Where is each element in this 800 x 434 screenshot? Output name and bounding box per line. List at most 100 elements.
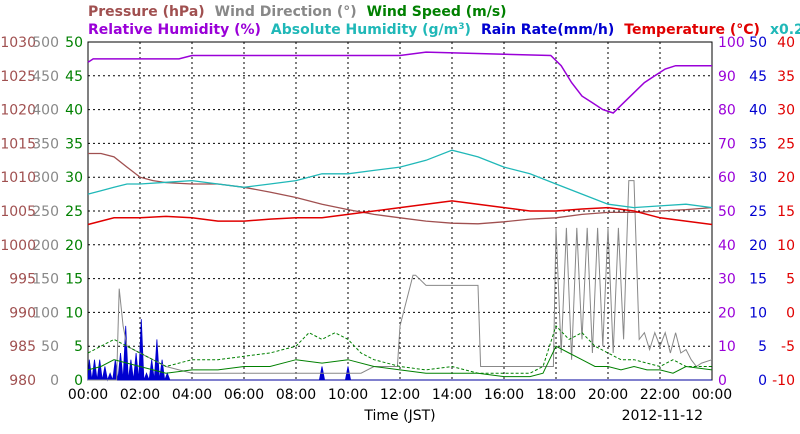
rain-rate-tick-label: 50 [749, 35, 767, 51]
temperature-tick-label: 35 [777, 69, 795, 85]
legend-layer: Pressure (hPa) Wind Direction (°) Wind Spe… [88, 4, 800, 38]
legend-ah: Absolute Humidity (g/m3) [271, 22, 471, 38]
relative-humidity-tick-label: 100 [718, 35, 745, 51]
x-axis-label: Time (JST) [363, 408, 435, 424]
rain-rate-tick-label: 30 [749, 170, 767, 186]
relative-humidity-tick-label: 80 [718, 103, 736, 119]
relative-humidity-tick-label: 70 [718, 136, 736, 152]
pressure-tick-label: 1030 [0, 35, 36, 51]
wind-speed-tick-label: 50 [65, 35, 83, 51]
x-tick-label: 06:00 [224, 387, 264, 403]
wind-direction-tick-label: 150 [32, 272, 59, 288]
wind-speed-tick-label: 20 [65, 238, 83, 254]
temperature-tick-label: 20 [777, 170, 795, 186]
x-tick-label: 04:00 [172, 387, 212, 403]
temperature-tick-label: 5 [786, 272, 795, 288]
pressure-tick-label: 1005 [0, 204, 36, 220]
legend-rh: Relative Humidity (%) [88, 22, 261, 38]
temperature-tick-label: -5 [781, 339, 795, 355]
wind-direction-tick-label: 450 [32, 69, 59, 85]
legend-wind_speed: Wind Speed (m/s) [367, 4, 507, 20]
temperature-series [87, 200, 713, 226]
wind-speed-tick-label: 30 [65, 170, 83, 186]
temperature-tick-label: 25 [777, 136, 795, 152]
pressure-tick-label: 1025 [0, 69, 36, 85]
wind-speed-tick-label: 45 [65, 69, 83, 85]
x-tick-label: 12:00 [380, 387, 420, 403]
pressure-tick-label: 1010 [0, 170, 36, 186]
x-tick-label: 14:00 [432, 387, 472, 403]
absolute-humidity-series [87, 149, 713, 209]
relative-humidity-series [87, 51, 712, 114]
pressure-tick-label: 1015 [0, 136, 36, 152]
relative-humidity-tick-label: 40 [718, 238, 736, 254]
date-label: 2012-11-12 [622, 408, 703, 424]
relative-humidity-tick-label: 10 [718, 339, 736, 355]
wind-direction-tick-label: 400 [32, 103, 59, 119]
temperature-tick-label: 30 [777, 103, 795, 119]
rain-rate-tick-label: 5 [758, 339, 767, 355]
wind-speed-tick-label: 40 [65, 103, 83, 119]
relative-humidity-tick-label: 90 [718, 69, 736, 85]
x-tick-label: 18:00 [536, 387, 576, 403]
chart-grid [88, 42, 712, 380]
legend-ah_scale: x0.2 [770, 22, 800, 38]
wind-speed-tick-label: 35 [65, 136, 83, 152]
wind-direction-tick-label: 100 [32, 305, 59, 321]
x-tick-label: 10:00 [328, 387, 368, 403]
wind-gust-series [87, 324, 712, 374]
pressure-tick-label: 995 [9, 272, 36, 288]
relative-humidity-tick-label: 20 [718, 305, 736, 321]
x-tick-label: 02:00 [120, 387, 160, 403]
wind-direction-tick-label: 300 [32, 170, 59, 186]
wind-direction-tick-label: 0 [50, 373, 59, 389]
rain-rate-tick-label: 10 [749, 305, 767, 321]
rain-rate-tick-label: 0 [758, 373, 767, 389]
legend-temp: Temperature (°C) [624, 22, 760, 38]
temperature-tick-label: -10 [772, 373, 795, 389]
rain-rate-tick-label: 40 [749, 103, 767, 119]
wind-speed-tick-label: 25 [65, 204, 83, 220]
x-tick-label: 00:00 [692, 387, 732, 403]
pressure-tick-label: 980 [9, 373, 36, 389]
temperature-tick-label: 10 [777, 238, 795, 254]
wind-speed-tick-label: 10 [65, 305, 83, 321]
relative-humidity-tick-label: 60 [718, 170, 736, 186]
rain-rate-tick-label: 35 [749, 136, 767, 152]
rain-rate-tick-label: 45 [749, 69, 767, 85]
relative-humidity-tick-label: 30 [718, 272, 736, 288]
x-tick-label: 22:00 [640, 387, 680, 403]
wind-direction-tick-label: 50 [41, 339, 59, 355]
legend-pressure: Pressure (hPa) [88, 4, 205, 20]
wind-speed-tick-label: 0 [74, 373, 83, 389]
relative-humidity-tick-label: 0 [718, 373, 727, 389]
legend-label-end: ) [465, 22, 471, 38]
wind-direction-tick-label: 500 [32, 35, 59, 51]
wind-speed-tick-label: 15 [65, 272, 83, 288]
pressure-tick-label: 985 [9, 339, 36, 355]
rain-rate-tick-label: 15 [749, 272, 767, 288]
wind-speed-tick-label: 5 [74, 339, 83, 355]
pressure-tick-label: 1020 [0, 103, 36, 119]
pressure-tick-label: 990 [9, 305, 36, 321]
wind-direction-tick-label: 350 [32, 136, 59, 152]
rain-rate-tick-label: 20 [749, 238, 767, 254]
pressure-tick-label: 1000 [0, 238, 36, 254]
x-tick-label: 16:00 [484, 387, 524, 403]
legend-superscript: 3 [458, 22, 464, 32]
rain-rate-series [87, 319, 712, 382]
x-tick-label: 00:00 [68, 387, 108, 403]
relative-humidity-tick-label: 50 [718, 204, 736, 220]
axis-layer: 9809859909951000100510101015102010251030… [0, 35, 795, 403]
x-tick-label: 20:00 [588, 387, 628, 403]
wind-speed-series [87, 345, 713, 378]
legend-rain: Rain Rate(mm/h) [481, 22, 614, 38]
temperature-tick-label: 15 [777, 204, 795, 220]
temperature-tick-label: 0 [786, 305, 795, 321]
series-layer [87, 51, 713, 382]
wind-direction-tick-label: 200 [32, 238, 59, 254]
legend-wind_dir: Wind Direction (°) [215, 4, 357, 20]
rain-rate-tick-label: 25 [749, 204, 767, 220]
temperature-tick-label: 40 [777, 35, 795, 51]
